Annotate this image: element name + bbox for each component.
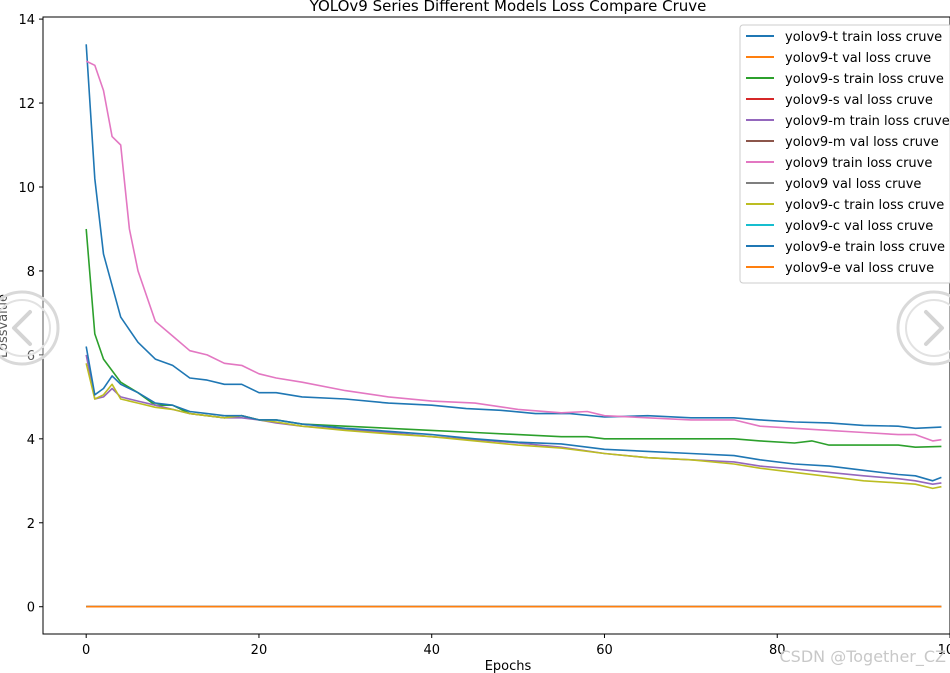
chevron-left-icon [12,310,32,346]
series-layer [85,44,942,608]
series-line-0 [85,44,942,430]
plot-frame [42,16,950,635]
x-tick-label: 60 [596,643,613,658]
next-slide-button[interactable] [896,290,950,366]
series-line-6 [85,60,942,442]
legend-label: yolov9-c val loss cruve [785,219,933,234]
legend: yolov9-t train loss cruve yolov9-t val lo… [739,24,950,284]
x-tick-label: 80 [769,643,786,658]
series-line-10 [85,346,942,482]
y-tick-label: 4 [27,433,35,448]
y-tick-label: 12 [18,97,35,112]
x-tick-label: 40 [423,643,440,658]
y-tick-label: 6 [27,349,35,364]
legend-label: yolov9-c train loss cruve [785,198,944,213]
legend-label: yolov9-e train loss cruve [785,240,945,255]
y-tick-label: 10 [18,181,35,196]
y-tick-label: 0 [27,601,35,616]
x-tick-label: 0 [82,643,90,658]
series-line-4 [85,354,942,485]
legend-label: yolov9-s val loss cruve [785,93,933,108]
legend-box [739,24,950,284]
legend-label: yolov9-s train loss cruve [785,72,944,87]
legend-label: yolov9-m train loss cruve [785,114,950,129]
legend-label: yolov9-t val loss cruve [785,51,931,66]
y-tick-label: 8 [27,265,35,280]
x-tick-label: 100 [938,643,950,658]
y-axis-label: Lossvalue [0,294,11,358]
y-axis-ticks: 0 2 4 6 8 10 12 14 [18,13,43,616]
y-tick-label: 2 [27,517,35,532]
legend-label: yolov9-t train loss cruve [785,30,942,45]
x-axis-label: Epochs [485,659,532,673]
x-tick-label: 20 [251,643,268,658]
series-line-8 [85,363,942,490]
legend-label: yolov9 val loss cruve [785,177,921,192]
y-tick-label: 14 [18,13,35,28]
prev-slide-button[interactable] [0,290,60,366]
legend-label: yolov9 train loss cruve [785,156,932,171]
legend-label: yolov9-e val loss cruve [785,261,934,276]
legend-label: yolov9-m val loss cruve [785,135,939,150]
series-line-2 [85,228,942,448]
watermark: CSDN @Together_CZ [779,647,946,667]
chevron-right-icon [924,310,944,346]
chart-title: YOLOv9 Series Different Models Loss Comp… [309,0,707,15]
x-axis-ticks: 0 20 40 60 80 100 [82,634,950,658]
